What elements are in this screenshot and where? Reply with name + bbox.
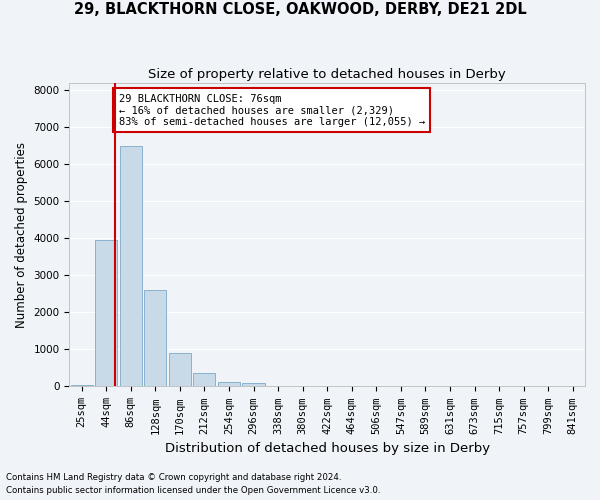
Bar [169, 353, 191, 386]
Bar [71, 384, 93, 386]
Bar [144, 290, 166, 386]
Y-axis label: Number of detached properties: Number of detached properties [15, 142, 28, 328]
Text: 29, BLACKTHORN CLOSE, OAKWOOD, DERBY, DE21 2DL: 29, BLACKTHORN CLOSE, OAKWOOD, DERBY, DE… [74, 2, 526, 18]
Bar [193, 373, 215, 386]
Bar [120, 146, 142, 386]
Bar [95, 240, 117, 386]
Text: 29 BLACKTHORN CLOSE: 76sqm
← 16% of detached houses are smaller (2,329)
83% of s: 29 BLACKTHORN CLOSE: 76sqm ← 16% of deta… [119, 94, 425, 127]
Bar [242, 384, 265, 386]
Title: Size of property relative to detached houses in Derby: Size of property relative to detached ho… [148, 68, 506, 80]
Text: Contains HM Land Registry data © Crown copyright and database right 2024.
Contai: Contains HM Land Registry data © Crown c… [6, 474, 380, 495]
X-axis label: Distribution of detached houses by size in Derby: Distribution of detached houses by size … [164, 442, 490, 455]
Bar [218, 382, 240, 386]
